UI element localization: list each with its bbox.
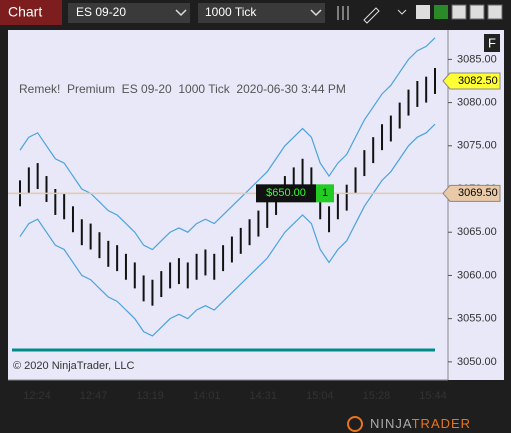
x-tick-label: 14:01	[193, 390, 221, 402]
tab-title: Chart	[8, 4, 42, 20]
x-tick-label: 15:28	[363, 390, 391, 402]
lower-band	[19, 123, 436, 337]
position-box	[256, 184, 316, 203]
panel-key-box[interactable]	[484, 34, 500, 52]
chart-tab[interactable]	[0, 0, 62, 25]
brand-part: NINJA	[370, 416, 412, 431]
interval-select[interactable]	[198, 3, 325, 23]
chart-header: Remek! Premium ES 09-20 1000 Tick 2020-0…	[19, 82, 346, 96]
maximize-button[interactable]	[469, 4, 485, 20]
y-tick-label: 3085.00	[457, 53, 497, 65]
dropdown-arrow	[175, 9, 187, 17]
chart-panel	[8, 30, 504, 380]
position-qty-box	[316, 184, 334, 203]
close-button[interactable]	[487, 4, 503, 20]
bar-style-icon[interactable]	[337, 6, 349, 20]
y-tick-label: 3075.00	[457, 140, 497, 152]
brand-part: TRADER	[412, 416, 471, 431]
instrument: ES 09-20	[76, 5, 126, 19]
position-pnl: $650.00	[266, 187, 306, 199]
y-tick-label: 3060.00	[457, 269, 497, 281]
x-tick-label: 12:24	[23, 390, 51, 402]
y-tick-label: 3055.00	[457, 313, 497, 325]
draw-dropdown[interactable]	[397, 9, 407, 15]
y-tick-label: 3080.00	[457, 96, 497, 108]
copyright: © 2020 NinjaTrader, LLC	[13, 360, 134, 372]
window-button[interactable]	[416, 5, 430, 19]
price-marker	[442, 72, 501, 90]
x-tick-label: 15:44	[419, 390, 447, 402]
y-tick-label: 3050.00	[457, 356, 497, 368]
brand-logo	[347, 416, 363, 432]
price-marker-label: 3082.50	[458, 75, 498, 87]
minimize-button[interactable]	[451, 4, 467, 20]
panel-key: F	[488, 35, 496, 50]
x-tick-label: 14:31	[250, 390, 278, 402]
x-tick-label: 12:47	[80, 390, 108, 402]
instrument-select[interactable]	[68, 3, 190, 23]
dropdown-arrow	[310, 9, 322, 17]
window-button[interactable]	[434, 5, 448, 19]
position-qty: 1	[322, 187, 328, 199]
brand: NINJATRADER	[370, 416, 471, 431]
interval: 1000 Tick	[205, 5, 257, 19]
x-tick-label: 15:04	[306, 390, 334, 402]
x-tick-label: 13:19	[136, 390, 164, 402]
price-marker-label: 3069.50	[458, 187, 498, 199]
y-tick-label: 3065.00	[457, 226, 497, 238]
price-marker	[442, 184, 501, 202]
draw-tool-icon[interactable]	[363, 7, 380, 24]
